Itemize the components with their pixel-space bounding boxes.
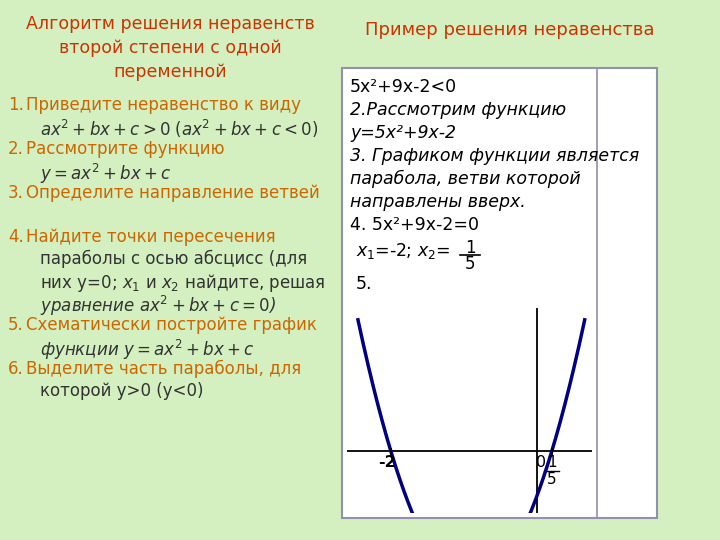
Text: 5.: 5. [356,275,372,293]
Text: 2.: 2. [8,140,24,158]
Text: $ax^2+bx+c>0\;(ax^2+bx+c<0)$: $ax^2+bx+c>0\;(ax^2+bx+c<0)$ [40,118,318,140]
Text: 5: 5 [464,255,475,273]
Text: Пример решения неравенства: Пример решения неравенства [365,21,654,39]
Text: 6.: 6. [8,360,24,378]
Text: 3.: 3. [8,184,24,202]
Text: 5.: 5. [8,316,24,334]
Text: Найдите точки пересечения: Найдите точки пересечения [26,228,276,246]
Text: 5х²+9х-2<0: 5х²+9х-2<0 [350,78,457,96]
Text: 4. 5х²+9х-2=0: 4. 5х²+9х-2=0 [350,216,479,234]
Text: Рассмотрите функцию: Рассмотрите функцию [26,140,225,158]
Text: 2.Рассмотрим функцию: 2.Рассмотрим функцию [350,101,566,119]
Text: 0: 0 [536,455,546,470]
Text: Определите направление ветвей: Определите направление ветвей [26,184,320,202]
Text: 1: 1 [464,239,475,257]
Text: 1: 1 [547,455,557,470]
Text: Алгоритм решения неравенств
второй степени с одной
переменной: Алгоритм решения неравенств второй степе… [26,16,315,80]
Text: 1.: 1. [8,96,24,114]
Text: $x_1$=-2; $x_2$=: $x_1$=-2; $x_2$= [356,241,451,261]
Text: которой y>0 (y<0): которой y>0 (y<0) [40,382,204,400]
Text: $y=ax^2+bx+c$: $y=ax^2+bx+c$ [40,162,171,186]
Text: 4.: 4. [8,228,24,246]
Text: у=5х²+9х-2: у=5х²+9х-2 [350,124,456,142]
Text: парабола, ветви которой: парабола, ветви которой [350,170,580,188]
Text: направлены вверх.: направлены вверх. [350,193,526,211]
FancyBboxPatch shape [342,68,657,518]
Text: Схематически постройте график: Схематически постройте график [26,316,317,334]
Text: 3. Графиком функции является: 3. Графиком функции является [350,147,639,165]
Text: -2: -2 [378,455,396,470]
Text: уравнение $ax^2+bx+c=0$): уравнение $ax^2+bx+c=0$) [40,294,276,318]
Text: них y=0; $x_1$ и $x_2$ найдите, решая: них y=0; $x_1$ и $x_2$ найдите, решая [40,272,325,294]
Text: Выделите часть параболы, для: Выделите часть параболы, для [26,360,301,378]
Text: параболы с осью абсцисс (для: параболы с осью абсцисс (для [40,250,307,268]
Text: функции $y=ax^2+bx+c$: функции $y=ax^2+bx+c$ [40,338,254,362]
Text: Приведите неравенство к виду: Приведите неравенство к виду [26,96,301,114]
Text: 5: 5 [547,472,557,487]
